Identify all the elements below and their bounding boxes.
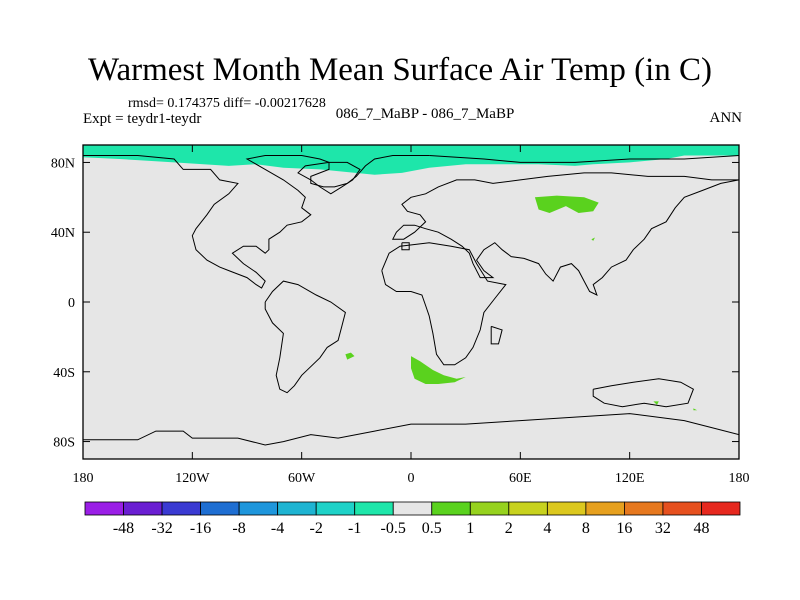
australia-dot — [653, 401, 659, 405]
y-tick-label: 40N — [51, 226, 75, 241]
colorbar-label: -2 — [310, 520, 323, 537]
y-tick-label: 80N — [51, 156, 75, 171]
coastline-caspian — [401, 242, 410, 251]
x-axis: 180 120W 60W 0 60E 120E 180 — [73, 145, 750, 486]
experiment-label: Expt = teydr1-teydr — [83, 111, 202, 127]
colorbar-label: 32 — [655, 520, 671, 537]
coastline-madagascar — [490, 325, 503, 345]
colorbar-swatch — [624, 501, 664, 516]
colorbar-swatch — [469, 501, 510, 516]
colorbar-swatch — [392, 501, 433, 516]
colorbar-label: 8 — [582, 520, 590, 537]
colorbar-swatch — [431, 501, 471, 516]
colorbar-swatch — [84, 501, 124, 516]
coastline-north-america — [83, 155, 430, 289]
y-axis: 80N 40N 0 40S 80S — [51, 156, 739, 451]
colorbar-swatch — [354, 501, 394, 516]
colorbar-swatch — [662, 501, 702, 516]
asia-dot — [591, 237, 595, 241]
colorbar-label: -8 — [232, 520, 245, 537]
pacific-dot — [693, 408, 698, 411]
x-tick-label: 60W — [288, 471, 316, 486]
colorbar-label: 2 — [505, 520, 513, 537]
colorbar-swatch — [585, 501, 625, 516]
x-tick-label: 120W — [175, 471, 210, 486]
colorbar-swatch — [315, 501, 356, 516]
coastline-greenland — [297, 161, 361, 195]
x-tick-label: 120E — [615, 471, 645, 486]
colorbar-swatch — [161, 501, 201, 516]
coastline-australia — [592, 378, 695, 408]
colorbar-label: -0.5 — [381, 520, 406, 537]
colorbar-label: 4 — [543, 520, 551, 537]
page-title: Warmest Month Mean Surface Air Temp (in … — [87, 52, 713, 88]
south-america-patch — [345, 352, 355, 360]
coastline-antarctica — [83, 413, 739, 446]
colorbar-label: 1 — [466, 520, 474, 537]
colorbar-label: -32 — [151, 520, 172, 537]
arctic-band — [83, 145, 739, 175]
coastline-south-america — [264, 280, 346, 394]
colorbar-label: 16 — [616, 520, 632, 537]
x-tick-label: 180 — [73, 471, 94, 486]
colorbar-label: -48 — [113, 520, 134, 537]
colorbar-swatch — [238, 501, 279, 516]
south-africa-patch — [411, 356, 466, 384]
x-tick-label: 60E — [509, 471, 532, 486]
period-label: 086_7_MaBP - 086_7_MaBP — [335, 106, 515, 122]
colorbar-label: -4 — [271, 520, 284, 537]
coastline-eurasia — [429, 155, 739, 163]
y-tick-label: 40S — [53, 366, 75, 381]
y-tick-label: 80S — [53, 436, 75, 451]
anomaly-layer — [83, 145, 739, 411]
y-tick-label: 0 — [68, 296, 75, 311]
colorbar-label: 0.5 — [422, 520, 442, 537]
siberia-patch — [534, 195, 599, 213]
colorbar-swatch — [508, 501, 548, 516]
colorbar-label: 48 — [694, 520, 710, 537]
coastline-layer — [83, 155, 739, 446]
colorbar-swatch — [123, 501, 163, 516]
x-tick-label: 0 — [408, 471, 415, 486]
x-tick-label: 180 — [729, 471, 750, 486]
colorbar-swatch — [546, 501, 587, 516]
stats-label: rmsd= 0.174375 diff= -0.00217628 — [128, 96, 326, 111]
colorbar: -48 -32 -16 -8 -4 -2 -1 -0.5 0.5 1 2 4 8 16 32 48 — [84, 501, 741, 537]
colorbar-swatch — [701, 501, 741, 516]
colorbar-label: -1 — [348, 520, 361, 537]
coastline-africa — [381, 242, 507, 366]
coastline-eurasia-south — [391, 172, 739, 296]
colorbar-swatch — [200, 501, 240, 516]
season-label: ANN — [709, 110, 743, 126]
map-background — [83, 145, 739, 459]
colorbar-label: -16 — [190, 520, 211, 537]
colorbar-swatch — [277, 501, 317, 516]
